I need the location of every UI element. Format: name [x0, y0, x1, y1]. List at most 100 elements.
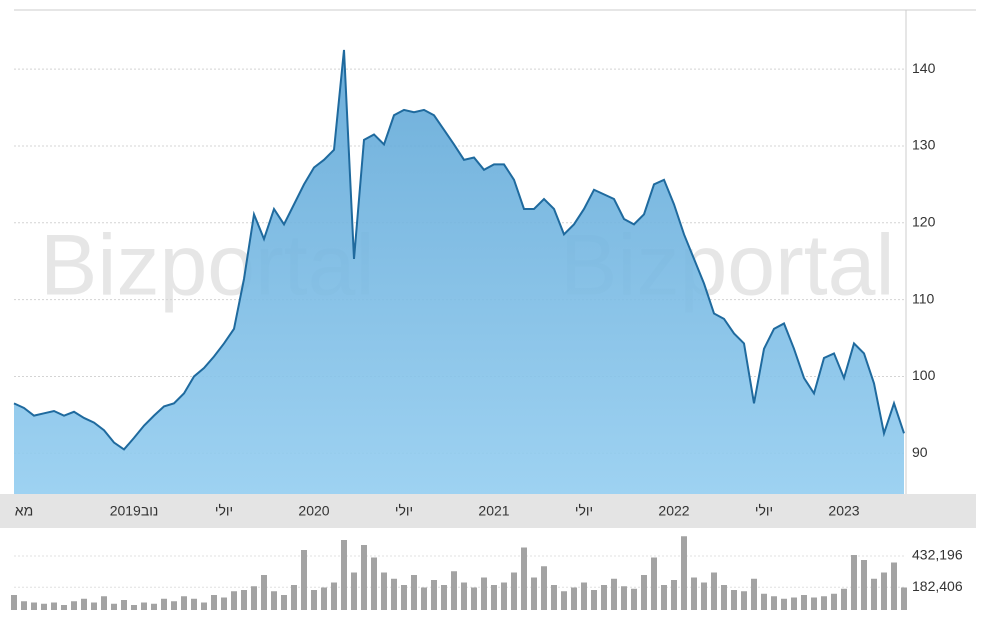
volume-bar [711, 572, 717, 610]
x-tick-label: 2020 [298, 503, 329, 519]
volume-bar [171, 601, 177, 610]
volume-bar [231, 591, 237, 610]
x-tick-label: 2021 [478, 503, 509, 519]
volume-bar [611, 578, 617, 610]
volume-bar [131, 605, 137, 610]
volume-bar [511, 572, 517, 610]
y-tick-label: 120 [912, 214, 936, 230]
volume-bar [801, 595, 807, 610]
volume-bar [61, 605, 67, 610]
volume-bar [851, 555, 857, 610]
volume-bar [161, 598, 167, 610]
volume-bar [211, 595, 217, 610]
volume-bar [121, 600, 127, 610]
volume-bar [531, 577, 537, 610]
volume-bar [301, 550, 307, 610]
x-tick-label: יולי [755, 503, 773, 519]
volume-bar [641, 575, 647, 610]
volume-bar [811, 597, 817, 610]
volume-bar [41, 603, 47, 610]
y-tick-label: 140 [912, 60, 936, 76]
volume-bar [51, 602, 57, 610]
volume-bar [461, 582, 467, 610]
volume-bar [141, 602, 147, 610]
volume-bar [501, 582, 507, 610]
x-axis-band [0, 494, 976, 528]
x-tick-label: מא [15, 503, 33, 519]
volume-bar [101, 596, 107, 610]
volume-bar [571, 587, 577, 610]
volume-bar [471, 587, 477, 610]
volume-bar [651, 557, 657, 610]
volume-bar [721, 585, 727, 610]
volume-bar [421, 587, 427, 610]
volume-bar [81, 598, 87, 610]
x-tick-label: יולי [215, 503, 233, 519]
volume-bar [691, 577, 697, 610]
y-tick-label: 432,196 [912, 547, 963, 563]
volume-bar [391, 578, 397, 610]
volume-bar [601, 585, 607, 610]
volume-bar [341, 540, 347, 610]
volume-bar [221, 597, 227, 610]
plot [13, 49, 906, 494]
x-tick-label: 2023 [828, 503, 859, 519]
price-area [14, 49, 904, 494]
volume-bar [631, 588, 637, 610]
volume-bar [291, 585, 297, 610]
volume-bar [781, 598, 787, 610]
volume-bar [441, 585, 447, 610]
volume-bar [411, 575, 417, 610]
volume-bar [831, 593, 837, 610]
volume-bar [281, 595, 287, 610]
volume-bar [761, 593, 767, 610]
volume-bar [21, 601, 27, 610]
volume-bar [241, 590, 247, 610]
volume-bar [271, 591, 277, 610]
volume-bar [901, 587, 907, 610]
y-tick-label: 100 [912, 367, 936, 383]
volume-bar [561, 591, 567, 610]
volume-bar [861, 560, 867, 610]
volume-bar [771, 596, 777, 610]
volume-bar [381, 572, 387, 610]
volume-bar [261, 575, 267, 610]
volume-bar [11, 595, 17, 610]
volume-bar [741, 591, 747, 610]
volume-bar [491, 585, 497, 610]
volume-bar [91, 602, 97, 610]
y-tick-label: 110 [912, 290, 935, 306]
volume-bar [681, 536, 687, 610]
volume-bar [331, 582, 337, 610]
y-tick-label: 182,406 [912, 578, 963, 594]
x-tick-label: יולי [395, 503, 413, 519]
volume-bar [871, 578, 877, 610]
price-line [13, 49, 905, 451]
volume-bar [321, 587, 327, 610]
y-tick-label: 90 [912, 444, 928, 460]
volume-bar [671, 580, 677, 610]
volume-bar [881, 572, 887, 610]
volume-bar [841, 588, 847, 610]
volume-bar [191, 598, 197, 610]
volume-bar [111, 603, 117, 610]
volume-bar [371, 557, 377, 610]
volume-bar [151, 603, 157, 610]
x-tick-label: 2019נוב [110, 503, 159, 519]
volume-bar [551, 585, 557, 610]
volume-bar [451, 571, 457, 610]
volume-bar [201, 602, 207, 610]
volume-bar [521, 547, 527, 610]
y-tick-label: 130 [912, 137, 936, 153]
volume-bar [361, 545, 367, 610]
volume-bar [431, 580, 437, 610]
volume-bar [591, 590, 597, 610]
x-tick-label: יולי [575, 503, 593, 519]
volume-bar [751, 578, 757, 610]
volume-bar [31, 602, 37, 610]
volume-bar [311, 590, 317, 610]
x-tick-label: 2022 [658, 503, 689, 519]
volume-bar [71, 601, 77, 610]
volume-bar [701, 582, 707, 610]
